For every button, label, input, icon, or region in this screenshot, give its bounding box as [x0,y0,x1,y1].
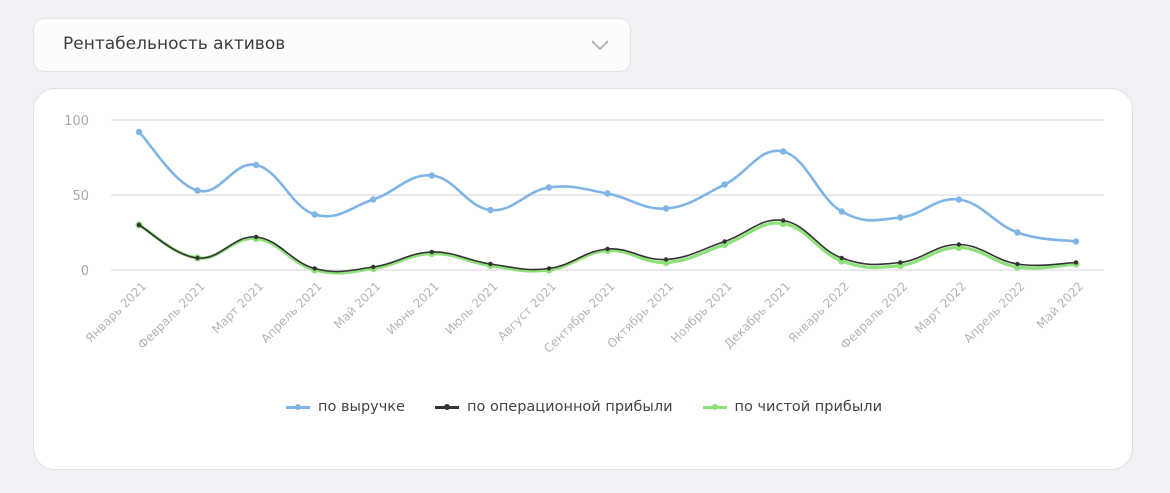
data-point[interactable] [722,239,727,244]
data-point[interactable] [546,266,552,271]
metric-select-label: Рентабельность активов [63,34,286,54]
y-tick-label: 0 [81,264,89,279]
data-point[interactable] [488,261,493,267]
data-point[interactable] [252,161,260,169]
data-point[interactable] [1014,229,1021,236]
data-point[interactable] [311,211,318,218]
data-point[interactable] [312,266,317,271]
legend-line-marker-icon [702,402,727,412]
x-tick-label: Апрель 2021 [258,279,325,346]
data-point[interactable] [898,260,903,265]
chart-legend: по выручке по операционной прибыли по чист… [34,399,1134,415]
x-tick-label: Май 2022 [1034,279,1086,331]
chevron-down-icon [591,40,609,51]
metric-select[interactable]: Рентабельность активов [33,18,631,72]
data-point[interactable] [371,264,376,270]
data-point[interactable] [1072,238,1080,245]
series-line [135,219,1080,275]
data-point[interactable] [487,206,494,214]
y-tick-label: 50 [72,189,89,204]
data-point[interactable] [780,218,786,223]
data-point[interactable] [779,148,787,155]
legend-line-marker-icon [434,402,459,412]
data-point[interactable] [370,196,377,203]
data-point[interactable] [955,196,963,203]
legend-label: по чистой прибыли [734,399,882,415]
x-tick-label: Март 2021 [209,279,266,336]
data-point[interactable] [838,208,845,215]
legend-line-marker-icon [285,402,310,412]
data-point[interactable] [721,181,728,188]
data-point[interactable] [195,255,200,261]
data-point[interactable] [662,205,670,212]
x-tick-label: Апрель 2022 [961,279,1028,346]
data-point[interactable] [545,184,553,191]
legend-item[interactable]: по операционной прибыли [434,399,673,415]
legend-item[interactable]: по выручке [285,399,405,415]
data-point[interactable] [956,242,962,247]
data-point[interactable] [136,222,142,228]
data-point[interactable] [135,128,143,136]
y-tick-label: 100 [64,114,89,129]
data-point[interactable] [605,246,610,252]
x-tick-label: Август 2021 [495,279,559,343]
data-point[interactable] [429,249,435,255]
series-line [135,128,1080,245]
data-point[interactable] [1073,260,1079,265]
x-tick-label: Май 2021 [331,279,383,331]
legend-item[interactable]: по чистой прибыли [702,399,882,415]
data-point[interactable] [1015,261,1020,267]
data-point[interactable] [194,187,201,194]
x-tick-label: Январь 2021 [83,279,149,345]
data-point[interactable] [253,234,259,240]
legend-label: по операционной прибыли [466,399,673,415]
data-point[interactable] [897,214,904,221]
data-point[interactable] [428,172,436,179]
x-tick-label: Июль 2021 [442,279,500,337]
x-tick-label: Март 2022 [912,279,969,336]
legend-label: по выручке [317,399,405,415]
chart-card: 0 50 100 Январь 2021 Февраль 2021 Март 2021 Ап… [33,88,1133,470]
series-line [136,218,1079,273]
x-tick-label: Июнь 2021 [384,279,442,337]
x-tick-label: Ноябрь 2021 [668,279,734,345]
x-tick-label: Январь 2022 [786,279,852,345]
data-point[interactable] [604,190,611,197]
data-point[interactable] [663,257,669,262]
data-point[interactable] [839,255,844,261]
